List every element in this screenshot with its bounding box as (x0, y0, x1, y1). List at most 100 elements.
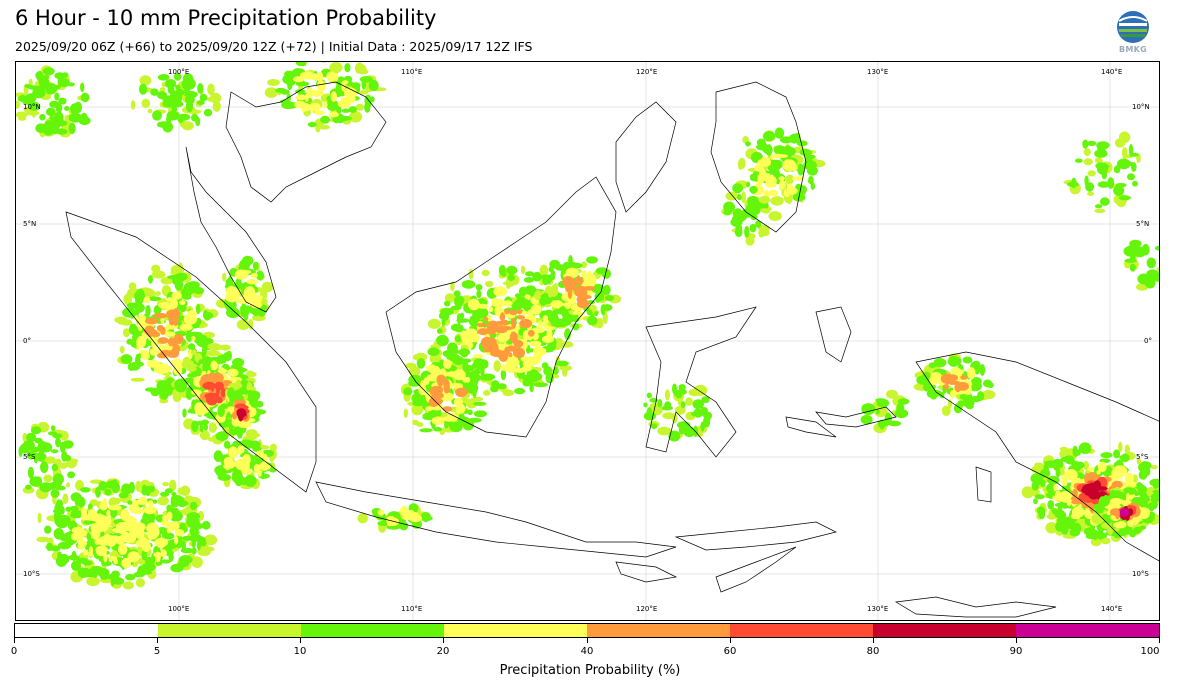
probability-cell (284, 101, 298, 109)
probability-cell (173, 72, 182, 81)
probability-cell (657, 426, 672, 436)
probability-cell (157, 496, 169, 506)
probability-cell (35, 123, 48, 133)
probability-cell (118, 547, 127, 554)
colorbar-segment (1016, 624, 1159, 637)
probability-cell (1129, 483, 1135, 488)
probability-cell (408, 366, 421, 377)
probability-cell (27, 466, 34, 479)
probability-cell (137, 321, 143, 332)
probability-cell (164, 363, 169, 374)
probability-cell (512, 347, 526, 359)
probability-cell (139, 75, 152, 86)
probability-cell (454, 387, 469, 396)
probability-cell (50, 545, 61, 552)
probability-cell (595, 296, 601, 303)
probability-cell (246, 370, 254, 376)
probability-cell (1083, 158, 1093, 166)
probability-cell (569, 262, 583, 269)
probability-cell (700, 421, 705, 432)
probability-cell (40, 461, 49, 474)
probability-cell (1053, 484, 1058, 491)
probability-cell (225, 291, 239, 303)
probability-cell (1129, 239, 1142, 248)
probability-cell (1057, 505, 1063, 514)
probability-cell (519, 318, 533, 329)
probability-cell (1085, 182, 1095, 192)
probability-cell (174, 536, 179, 545)
probability-cell (231, 411, 238, 420)
probability-cell (1150, 492, 1159, 502)
probability-cell (472, 387, 477, 399)
probability-cell (1119, 508, 1129, 517)
probability-cell (1047, 500, 1055, 510)
probability-cell (532, 271, 543, 282)
probability-cell (428, 349, 440, 356)
probability-cell (782, 159, 797, 171)
probability-cell (692, 399, 704, 409)
probability-cell (44, 525, 52, 534)
probability-cell (559, 365, 573, 371)
probability-cell (473, 354, 484, 359)
probability-cell (749, 223, 757, 233)
probability-cell (499, 312, 506, 322)
probability-cell (248, 395, 255, 403)
probability-cell (1038, 508, 1046, 520)
probability-cell (962, 356, 973, 364)
probability-cell (177, 113, 191, 121)
probability-cell (104, 488, 112, 496)
lon-label-bottom-100: 100°E (168, 605, 190, 613)
probability-cell (129, 552, 138, 557)
probability-cell (158, 388, 173, 394)
probability-cell (737, 193, 742, 201)
probability-cell (757, 159, 764, 171)
probability-cell (646, 407, 653, 418)
probability-cell (199, 423, 204, 433)
probability-cell (1115, 472, 1123, 480)
probability-cell (173, 521, 179, 527)
probability-cell (792, 192, 805, 202)
probability-cell (236, 379, 241, 386)
map-title: 6 Hour - 10 mm Precipitation Probability (15, 6, 437, 30)
probability-cell (661, 405, 673, 411)
probability-cell (170, 563, 184, 573)
probability-cell (1074, 461, 1085, 469)
colorbar-tick-label: 90 (1009, 646, 1023, 657)
probability-cell (1128, 144, 1134, 156)
probability-cell (550, 269, 556, 279)
probability-cell (163, 331, 176, 337)
probability-cell (773, 145, 786, 156)
graticule (16, 62, 1159, 620)
probability-cell (426, 364, 438, 373)
probability-cell (164, 488, 173, 494)
probability-cell (496, 298, 505, 308)
probability-cell (341, 108, 351, 113)
probability-cell (190, 523, 205, 530)
probability-cell (255, 270, 265, 281)
lat-label-right-5n: 5°N (1136, 220, 1150, 228)
probability-cell (179, 300, 186, 306)
probability-cell (37, 441, 48, 453)
probability-cell (895, 410, 901, 416)
probability-cell (301, 101, 306, 113)
probability-cell (196, 100, 205, 105)
probability-cell (518, 286, 528, 297)
probability-cell (71, 550, 77, 562)
probability-cell (138, 496, 148, 505)
probability-cell (83, 520, 95, 525)
probability-cell (180, 500, 189, 507)
probability-cell (788, 133, 801, 144)
probability-cell (440, 392, 454, 402)
probability-cell (1097, 461, 1107, 472)
probability-cell (784, 145, 792, 152)
probability-cell (33, 452, 38, 464)
probability-cell (201, 520, 211, 530)
probability-cell (444, 293, 455, 303)
probability-cell (263, 453, 268, 464)
probability-cell (1100, 197, 1110, 206)
probability-cell (555, 360, 569, 367)
probability-cell (189, 360, 195, 369)
probability-cell (965, 403, 974, 410)
probability-cell (186, 366, 197, 372)
probability-cell (804, 155, 813, 166)
